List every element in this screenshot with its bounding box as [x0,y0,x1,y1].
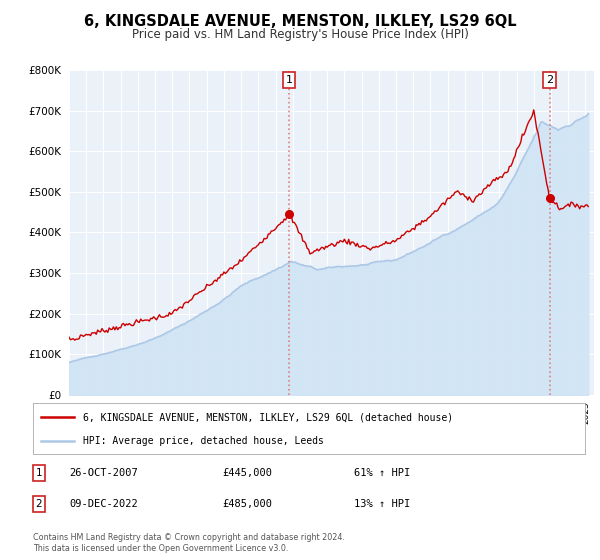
Text: 61% ↑ HPI: 61% ↑ HPI [354,468,410,478]
Text: Contains HM Land Registry data © Crown copyright and database right 2024.: Contains HM Land Registry data © Crown c… [33,533,345,542]
Text: 26-OCT-2007: 26-OCT-2007 [69,468,138,478]
Text: 1: 1 [286,75,293,85]
Text: 13% ↑ HPI: 13% ↑ HPI [354,499,410,509]
Text: 6, KINGSDALE AVENUE, MENSTON, ILKLEY, LS29 6QL (detached house): 6, KINGSDALE AVENUE, MENSTON, ILKLEY, LS… [83,412,453,422]
Text: 2: 2 [546,75,553,85]
Text: 1: 1 [35,468,43,478]
Text: This data is licensed under the Open Government Licence v3.0.: This data is licensed under the Open Gov… [33,544,289,553]
Text: £485,000: £485,000 [222,499,272,509]
Text: £445,000: £445,000 [222,468,272,478]
Text: HPI: Average price, detached house, Leeds: HPI: Average price, detached house, Leed… [83,436,323,446]
Text: 2: 2 [35,499,43,509]
Text: 6, KINGSDALE AVENUE, MENSTON, ILKLEY, LS29 6QL: 6, KINGSDALE AVENUE, MENSTON, ILKLEY, LS… [83,14,517,29]
Text: Price paid vs. HM Land Registry's House Price Index (HPI): Price paid vs. HM Land Registry's House … [131,28,469,41]
Text: 09-DEC-2022: 09-DEC-2022 [69,499,138,509]
